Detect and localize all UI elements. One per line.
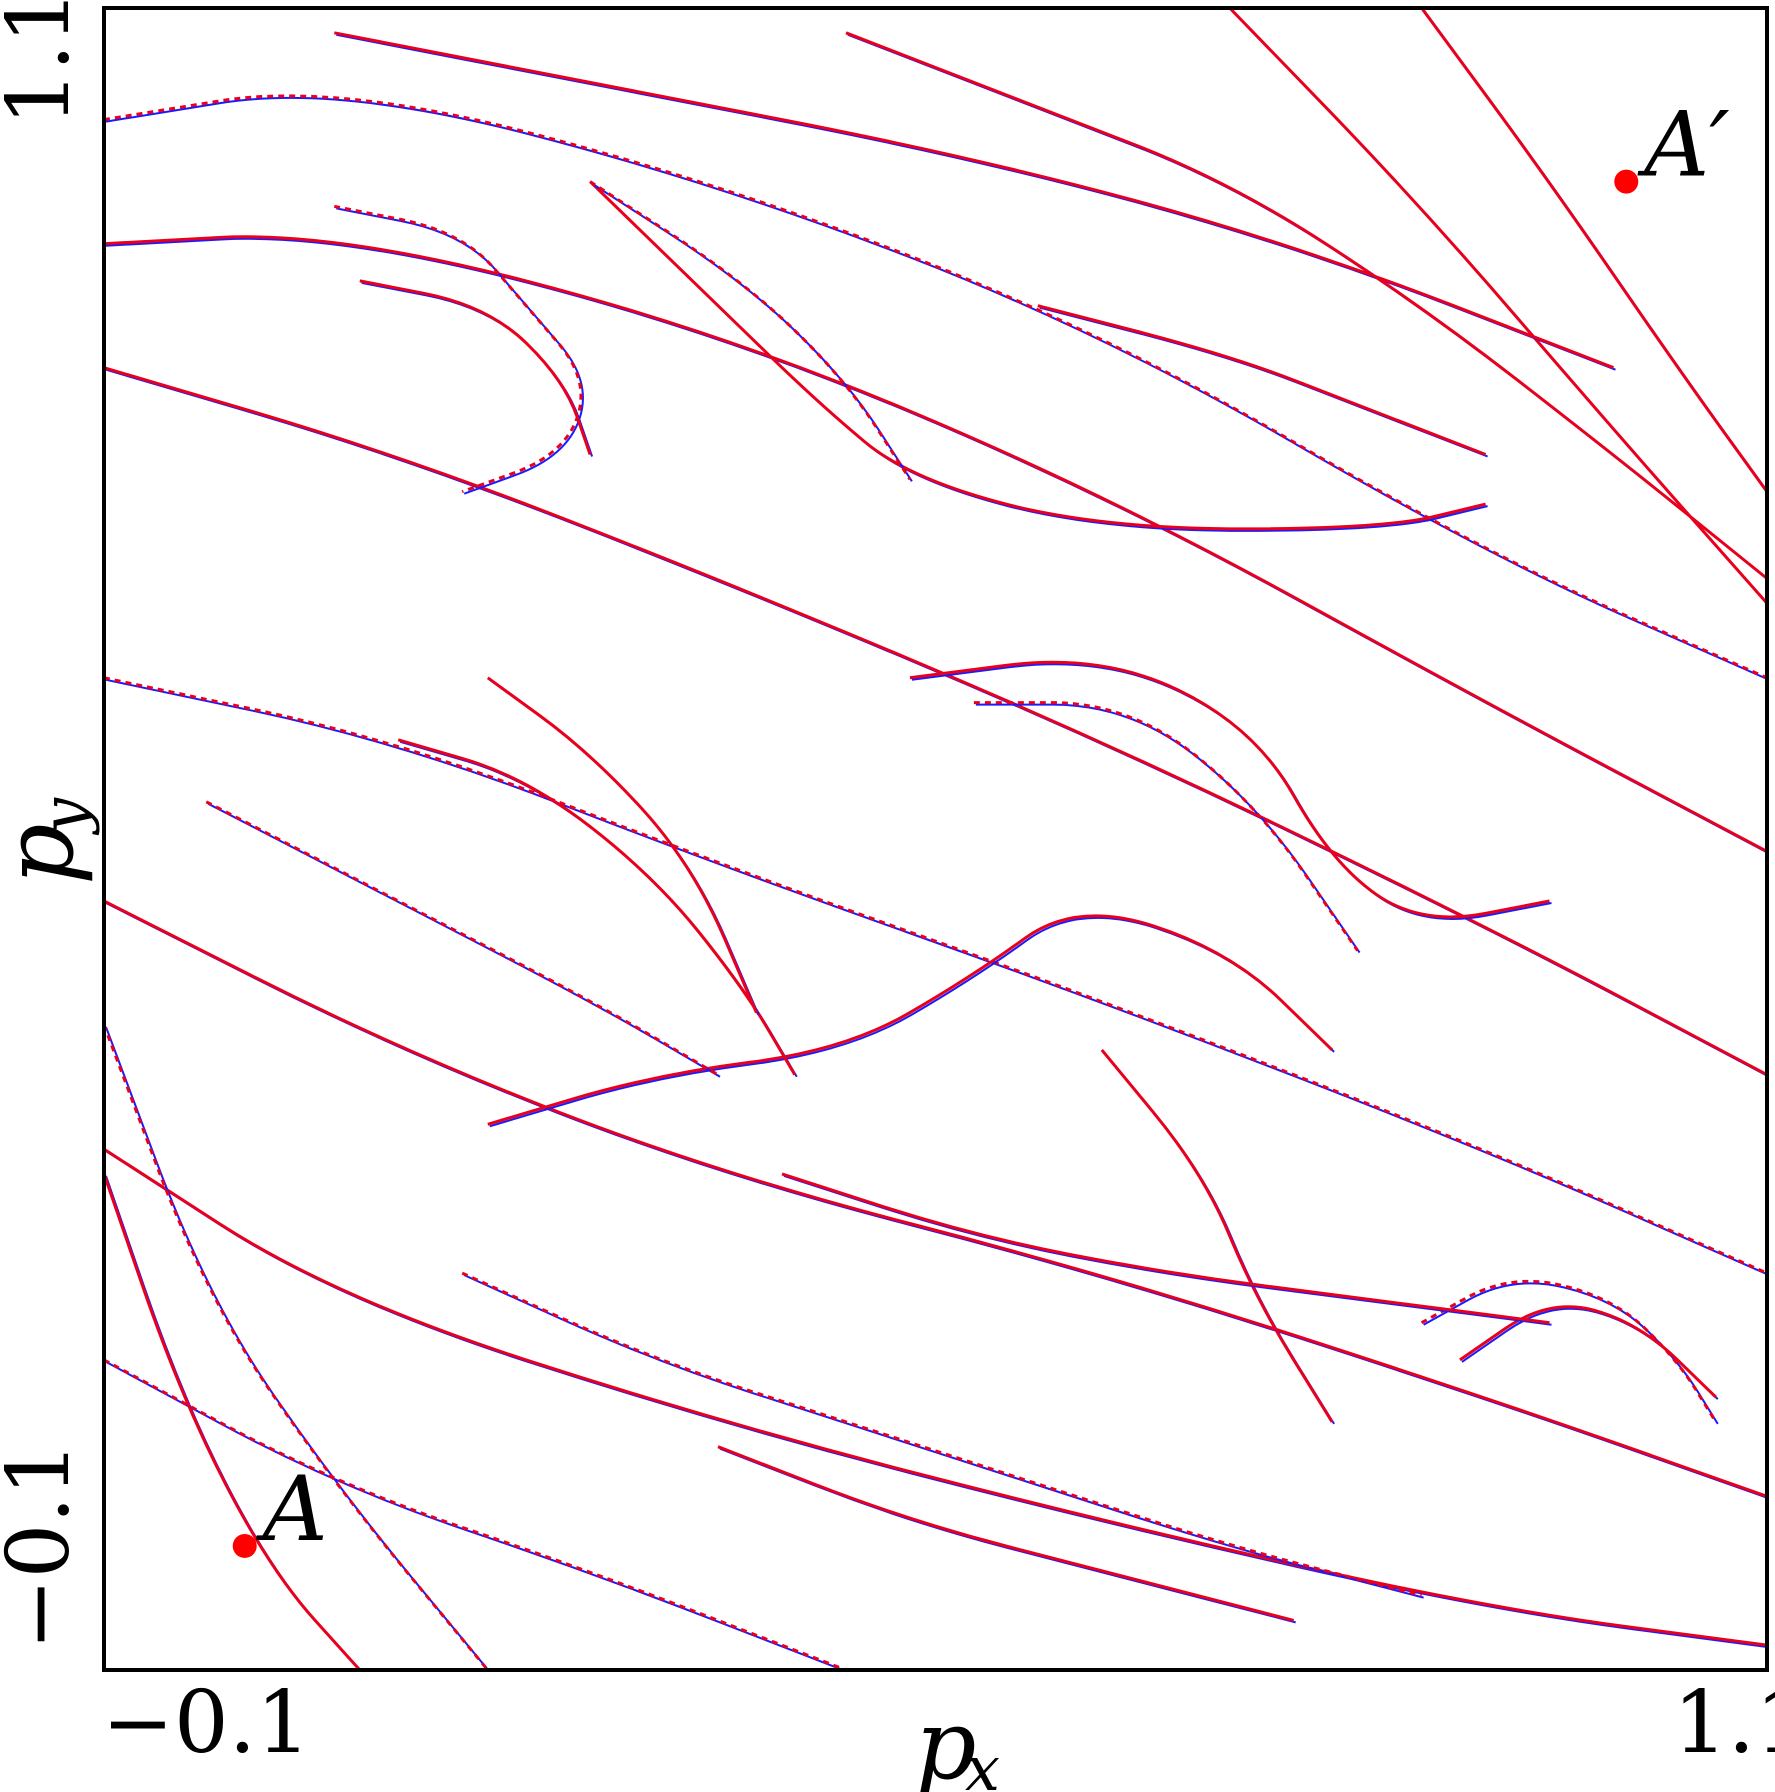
manifold-curve: [1100, 1048, 1334, 1423]
x-tick-label: 1.1: [1673, 1673, 1775, 1773]
manifold-curve: [717, 1445, 1295, 1622]
manifold-curve: [1459, 1305, 1717, 1399]
manifold-curves: [104, 8, 1767, 1670]
manifold-curve: [359, 279, 592, 455]
marked-point: [232, 1533, 257, 1558]
marked-point-label: A′: [1637, 93, 1729, 198]
x-axis-label-main: p: [915, 1689, 976, 1792]
manifold-curve: [205, 800, 719, 1076]
x-tick-label: −0.1: [102, 1673, 311, 1773]
manifold-curve: [397, 738, 797, 1076]
manifold-curve: [104, 676, 1767, 1275]
manifold-curve: [589, 180, 912, 481]
manifold-curve: [104, 366, 1767, 1077]
manifold-curve: [486, 676, 758, 1014]
x-tick-labels: −0.1 1.1: [102, 1673, 1775, 1773]
manifold-curve: [1228, 8, 1767, 605]
y-tick-label: 1.1: [0, 0, 89, 126]
manifold-curve: [781, 1172, 1550, 1325]
plot-frame: [102, 6, 1769, 1672]
manifold-curve: [104, 899, 1767, 1498]
manifold-curve: [104, 1358, 847, 1670]
manifold-curve: [487, 914, 1334, 1126]
y-axis-label: p y: [0, 797, 101, 885]
manifold-curve: [104, 1173, 361, 1670]
y-axis-label-main: p: [0, 824, 95, 885]
manifold-curve: [104, 1024, 489, 1670]
manifold-curve: [461, 1271, 1422, 1598]
manifold-curve: [334, 31, 1615, 370]
manifold-curve: [104, 1147, 1767, 1647]
manifold-curve: [1037, 304, 1487, 456]
manifold-curve: [104, 235, 1767, 853]
y-axis-label-sub: y: [28, 797, 101, 836]
y-tick-label: −0.1: [0, 1442, 89, 1651]
manifold-curve: [104, 94, 1767, 680]
plot-background: [104, 8, 1767, 1670]
manifold-curve: [973, 701, 1359, 952]
marked-points: A A′: [232, 93, 1730, 1562]
x-axis-label: p x: [915, 1689, 1000, 1792]
marked-point-label: A: [256, 1457, 328, 1562]
manifold-curve: [909, 660, 1550, 919]
marked-point: [1614, 169, 1639, 194]
x-axis-label-sub: x: [965, 1732, 1000, 1792]
manifold-curve: [845, 31, 1767, 580]
manifold-curve: [589, 180, 1486, 531]
manifold-curve: [334, 204, 583, 494]
manifold-curve: [1420, 8, 1767, 493]
y-tick-labels: −0.1 1.1: [0, 0, 89, 1650]
